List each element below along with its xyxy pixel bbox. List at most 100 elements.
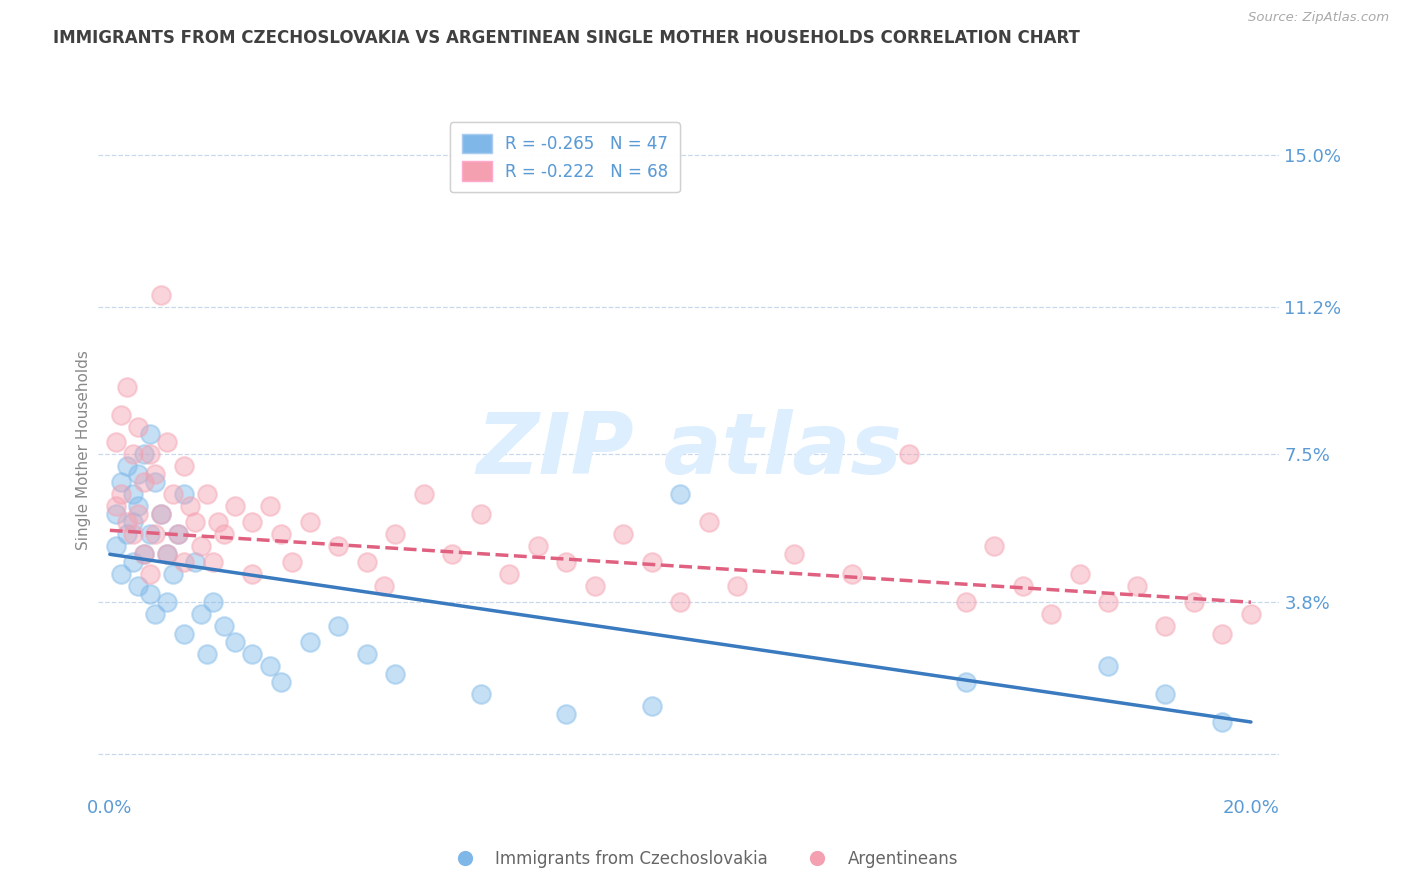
Point <box>156 547 179 561</box>
Point <box>110 567 132 582</box>
Point <box>156 547 179 561</box>
Point <box>121 516 143 530</box>
Point <box>110 475 132 490</box>
Point <box>412 487 434 501</box>
Point <box>612 527 634 541</box>
Point <box>207 516 229 530</box>
Text: ZIP atlas: ZIP atlas <box>477 409 901 492</box>
Point <box>897 447 920 461</box>
Point <box>259 659 281 673</box>
Point <box>150 508 173 522</box>
Point <box>783 547 806 561</box>
Point <box>179 500 201 514</box>
Point <box>115 459 138 474</box>
Point <box>121 487 143 501</box>
Point <box>259 500 281 514</box>
Point <box>555 555 578 569</box>
Point <box>955 675 977 690</box>
Text: IMMIGRANTS FROM CZECHOSLOVAKIA VS ARGENTINEAN SINGLE MOTHER HOUSEHOLDS CORRELATI: IMMIGRANTS FROM CZECHOSLOVAKIA VS ARGENT… <box>53 29 1080 46</box>
Point <box>641 555 664 569</box>
Point <box>1040 607 1063 622</box>
Point <box>110 408 132 422</box>
Point <box>156 435 179 450</box>
Point <box>1011 579 1033 593</box>
Point <box>139 447 162 461</box>
Point <box>195 487 218 501</box>
Point <box>115 527 138 541</box>
Point <box>139 527 162 541</box>
Point <box>470 508 492 522</box>
Point <box>104 508 127 522</box>
Point <box>156 595 179 609</box>
Point <box>132 547 155 561</box>
Point <box>184 555 207 569</box>
Point <box>242 516 264 530</box>
Point <box>555 706 578 721</box>
Point <box>195 647 218 661</box>
Point <box>184 516 207 530</box>
Point <box>150 287 173 301</box>
Point <box>298 516 321 530</box>
Legend: Immigrants from Czechoslovakia, Argentineans: Immigrants from Czechoslovakia, Argentin… <box>441 844 965 875</box>
Point <box>212 527 235 541</box>
Point <box>173 555 195 569</box>
Point <box>132 547 155 561</box>
Point <box>167 527 190 541</box>
Point <box>326 539 349 553</box>
Point <box>384 667 406 681</box>
Point <box>190 607 212 622</box>
Point <box>669 595 692 609</box>
Point <box>139 567 162 582</box>
Point <box>1069 567 1091 582</box>
Point <box>1154 619 1177 633</box>
Point <box>173 487 195 501</box>
Point <box>270 527 292 541</box>
Point <box>224 500 246 514</box>
Point <box>955 595 977 609</box>
Point <box>470 687 492 701</box>
Point <box>1154 687 1177 701</box>
Point <box>173 627 195 641</box>
Point <box>1211 627 1233 641</box>
Point <box>201 555 224 569</box>
Point <box>121 527 143 541</box>
Point <box>173 459 195 474</box>
Point <box>526 539 548 553</box>
Point <box>127 467 149 482</box>
Text: Source: ZipAtlas.com: Source: ZipAtlas.com <box>1249 11 1389 24</box>
Point <box>132 475 155 490</box>
Point <box>167 527 190 541</box>
Point <box>162 567 184 582</box>
Point <box>242 647 264 661</box>
Point <box>110 487 132 501</box>
Point <box>121 447 143 461</box>
Point <box>127 419 149 434</box>
Point <box>190 539 212 553</box>
Point <box>1211 714 1233 729</box>
Point <box>162 487 184 501</box>
Point <box>384 527 406 541</box>
Point <box>145 475 167 490</box>
Point <box>356 647 378 661</box>
Point <box>127 500 149 514</box>
Point <box>669 487 692 501</box>
Point <box>1182 595 1205 609</box>
Point <box>1097 595 1119 609</box>
Point <box>115 379 138 393</box>
Point <box>201 595 224 609</box>
Point <box>104 500 127 514</box>
Point <box>132 447 155 461</box>
Point <box>212 619 235 633</box>
Point <box>373 579 395 593</box>
Point <box>583 579 606 593</box>
Point <box>641 699 664 714</box>
Point <box>121 555 143 569</box>
Point <box>104 539 127 553</box>
Point <box>139 587 162 601</box>
Point <box>224 635 246 649</box>
Point <box>498 567 520 582</box>
Point <box>145 467 167 482</box>
Point <box>298 635 321 649</box>
Point <box>441 547 464 561</box>
Point <box>127 579 149 593</box>
